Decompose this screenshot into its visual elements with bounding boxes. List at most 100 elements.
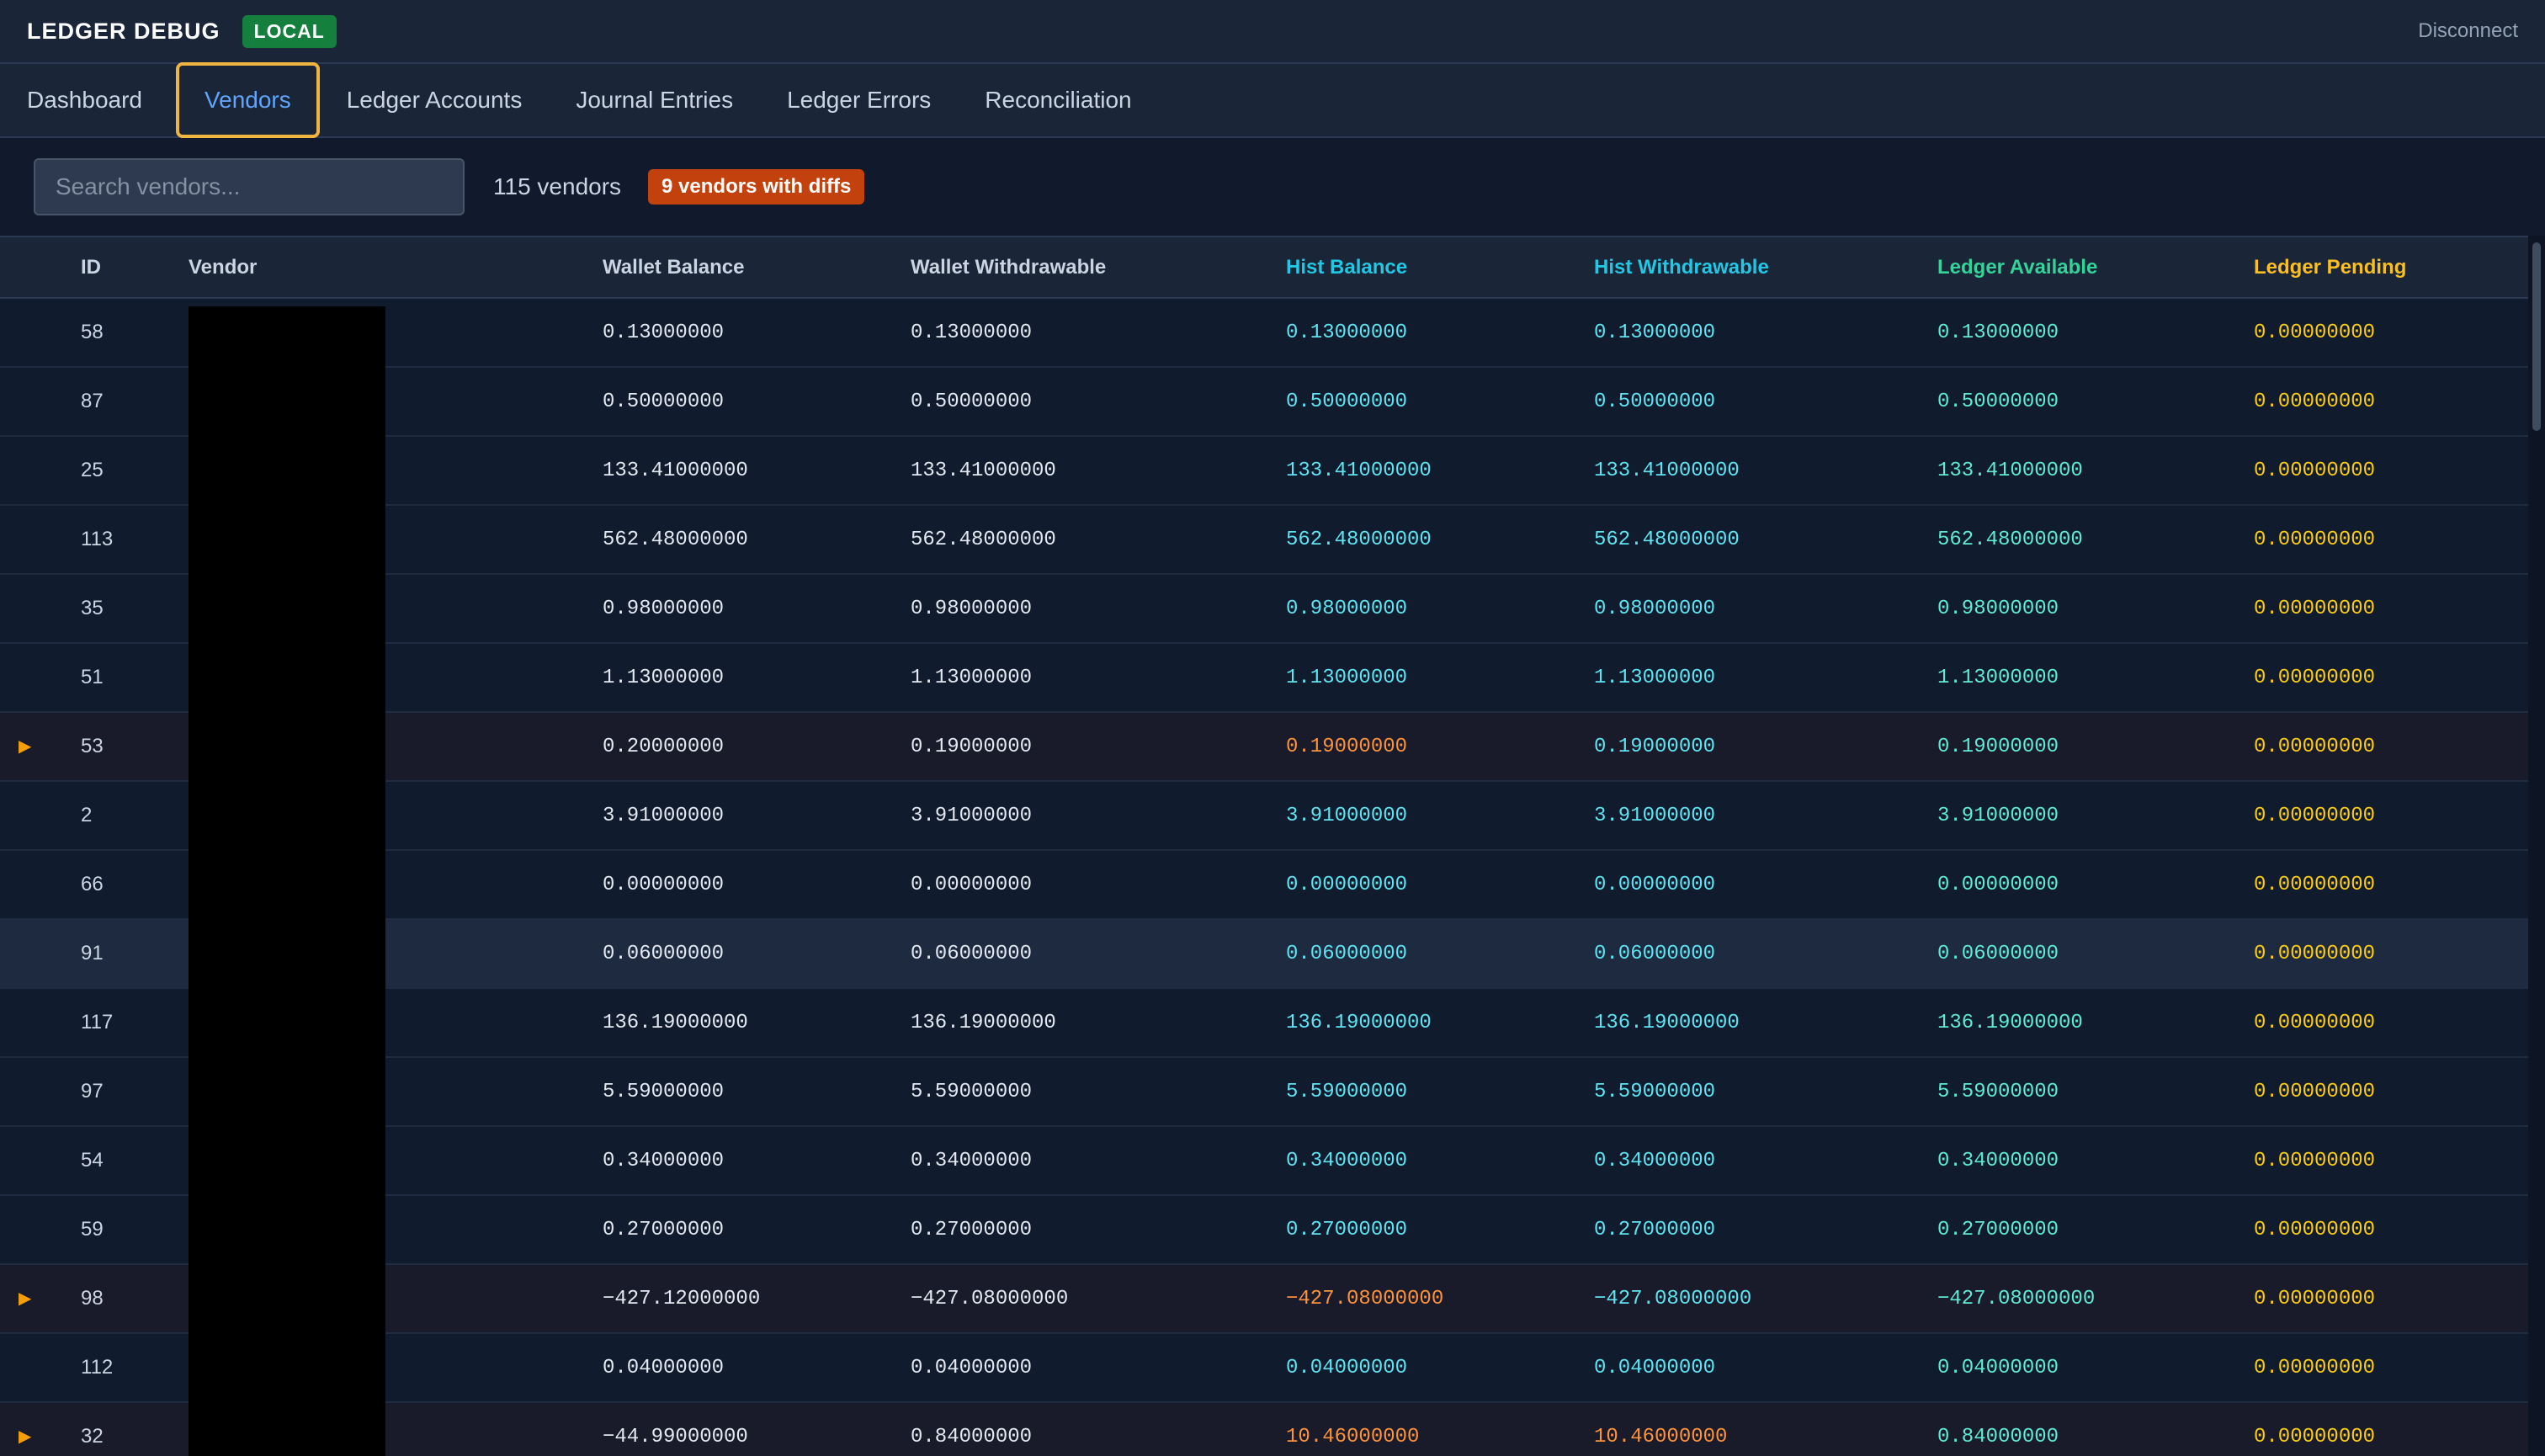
column-header-id[interactable]: ID	[81, 237, 189, 299]
table-row[interactable]: 58 0.13000000 0.13000000 0.13000000 0.130000…	[0, 298, 2528, 367]
hist-balance-cell: 136.19000000	[1286, 1011, 1432, 1034]
hist-withdrawable-cell: 136.19000000	[1594, 1011, 1740, 1034]
wallet-withdrawable-cell: 0.13000000	[911, 321, 1033, 344]
wallet-withdrawable-cell: 0.50000000	[911, 390, 1033, 413]
ledger-pending-cell: 0.00000000	[2254, 459, 2376, 482]
diff-badge[interactable]: 9 vendors with diffs	[648, 169, 865, 205]
ledger-pending-cell: 0.00000000	[2254, 873, 2376, 896]
tab-vendors[interactable]: Vendors	[175, 62, 320, 138]
hist-balance-cell: 5.59000000	[1286, 1080, 1408, 1103]
column-header-expand	[0, 237, 81, 299]
column-header-hist-balance[interactable]: Hist Balance	[1286, 237, 1594, 299]
hist-withdrawable-cell: 0.19000000	[1594, 735, 1716, 758]
expand-arrow-icon[interactable]: ▶	[19, 1287, 32, 1308]
row-expand-cell[interactable]: ▶	[0, 1402, 81, 1456]
hist-balance-cell: 0.04000000	[1286, 1356, 1408, 1379]
ledger-available-cell: 0.00000000	[1937, 873, 2059, 896]
app-title: LEDGER DEBUG	[27, 18, 220, 44]
expand-arrow-icon[interactable]: ▶	[19, 735, 32, 756]
wallet-withdrawable-cell: 0.34000000	[911, 1149, 1033, 1172]
hist-withdrawable-cell: 0.34000000	[1594, 1149, 1716, 1172]
vendor-id-cell: 91	[81, 942, 104, 964]
table-row[interactable]: 25 133.41000000 133.41000000 133.41000000 13…	[0, 436, 2528, 505]
disconnect-button[interactable]: Disconnect	[2418, 19, 2518, 42]
column-header-ledger-available[interactable]: Ledger Available	[1937, 237, 2254, 299]
redacted-vendor-names	[189, 306, 385, 1456]
hist-withdrawable-cell: −427.08000000	[1594, 1287, 1752, 1310]
wallet-withdrawable-cell: 0.04000000	[911, 1356, 1033, 1379]
ledger-pending-cell: 0.00000000	[2254, 735, 2376, 758]
table-row[interactable]: 59 0.27000000 0.27000000 0.27000000 0.270000…	[0, 1195, 2528, 1264]
ledger-available-cell: 0.34000000	[1937, 1149, 2059, 1172]
wallet-withdrawable-cell: 0.06000000	[911, 942, 1033, 965]
ledger-pending-cell: 0.00000000	[2254, 804, 2376, 827]
tab-journal-entries[interactable]: Journal Entries	[576, 87, 734, 113]
row-expand-cell	[0, 1195, 81, 1264]
column-header-hist-withdrawable[interactable]: Hist Withdrawable	[1594, 237, 1937, 299]
search-input[interactable]	[34, 158, 465, 215]
vendor-id-cell: 2	[81, 804, 93, 826]
tab-ledger-accounts[interactable]: Ledger Accounts	[346, 87, 523, 113]
ledger-pending-cell: 0.00000000	[2254, 1011, 2376, 1034]
hist-balance-cell: 0.06000000	[1286, 942, 1408, 965]
wallet-balance-cell: 0.34000000	[603, 1149, 725, 1172]
row-expand-cell	[0, 988, 81, 1057]
ledger-pending-cell: 0.00000000	[2254, 666, 2376, 689]
hist-withdrawable-cell: 133.41000000	[1594, 459, 1740, 482]
table-row[interactable]: 51 1.13000000 1.13000000 1.13000000 1.130000…	[0, 643, 2528, 712]
wallet-withdrawable-cell: 0.19000000	[911, 735, 1033, 758]
wallet-balance-cell: 5.59000000	[603, 1080, 725, 1103]
column-header-wallet-balance[interactable]: Wallet Balance	[603, 237, 911, 299]
hist-withdrawable-cell: 1.13000000	[1594, 666, 1716, 689]
expand-arrow-icon[interactable]: ▶	[19, 1425, 32, 1446]
table-row[interactable]: 91 0.06000000 0.06000000 0.06000000 0.060000…	[0, 919, 2528, 988]
table-row[interactable]: 117 136.19000000 136.19000000 136.19000000 1…	[0, 988, 2528, 1057]
table-row[interactable]: 66 0.00000000 0.00000000 0.00000000 0.000000…	[0, 850, 2528, 919]
table-row[interactable]: 2 3.91000000 3.91000000 3.91000000 3.9100000…	[0, 781, 2528, 850]
table-row[interactable]: 54 0.34000000 0.34000000 0.34000000 0.340000…	[0, 1126, 2528, 1195]
wallet-balance-cell: 136.19000000	[603, 1011, 748, 1034]
table-row[interactable]: ▶ 32 −44.99000000 0.84000000 10.46000000 10.4…	[0, 1402, 2528, 1456]
table-row[interactable]: 113 562.48000000 562.48000000 562.48000000 5…	[0, 505, 2528, 574]
vendor-id-cell: 98	[81, 1287, 104, 1310]
wallet-withdrawable-cell: 562.48000000	[911, 528, 1056, 551]
ledger-available-cell: 0.06000000	[1937, 942, 2059, 965]
ledger-pending-cell: 0.00000000	[2254, 1218, 2376, 1241]
table-row[interactable]: 97 5.59000000 5.59000000 5.59000000 5.590000…	[0, 1057, 2528, 1126]
table-row[interactable]: ▶ 53 0.20000000 0.19000000 0.19000000 0.19000…	[0, 712, 2528, 781]
ledger-available-cell: 136.19000000	[1937, 1011, 2083, 1034]
table-row[interactable]: ▶ 98 −427.12000000 −427.08000000 −427.080000…	[0, 1264, 2528, 1333]
hist-withdrawable-cell: 0.50000000	[1594, 390, 1716, 413]
ledger-pending-cell: 0.00000000	[2254, 942, 2376, 965]
table-header-row: ID Vendor Wallet Balance Wallet Withdraw…	[0, 237, 2528, 299]
wallet-balance-cell: 0.27000000	[603, 1218, 725, 1241]
hist-withdrawable-cell: 0.04000000	[1594, 1356, 1716, 1379]
vendor-id-cell: 35	[81, 597, 104, 619]
wallet-withdrawable-cell: 1.13000000	[911, 666, 1033, 689]
tab-reconciliation[interactable]: Reconciliation	[985, 87, 1132, 113]
column-header-vendor[interactable]: Vendor	[189, 237, 603, 299]
table-scrollbar[interactable]	[2528, 236, 2545, 1456]
tab-ledger-errors[interactable]: Ledger Errors	[787, 87, 932, 113]
vendor-id-cell: 53	[81, 735, 104, 757]
vendor-count: 115 vendors	[493, 173, 622, 199]
wallet-withdrawable-cell: 0.27000000	[911, 1218, 1033, 1241]
hist-withdrawable-cell: 0.98000000	[1594, 597, 1716, 620]
vendor-id-cell: 87	[81, 390, 104, 412]
row-expand-cell[interactable]: ▶	[0, 1264, 81, 1333]
scrollbar-thumb[interactable]	[2532, 242, 2541, 431]
ledger-available-cell: 0.50000000	[1937, 390, 2059, 413]
wallet-balance-cell: 1.13000000	[603, 666, 725, 689]
column-header-wallet-withdrawable[interactable]: Wallet Withdrawable	[911, 237, 1286, 299]
ledger-available-cell: 0.98000000	[1937, 597, 2059, 620]
table-row[interactable]: 112 0.04000000 0.04000000 0.04000000 0.04000…	[0, 1333, 2528, 1402]
table-row[interactable]: 35 0.98000000 0.98000000 0.98000000 0.980000…	[0, 574, 2528, 643]
row-expand-cell[interactable]: ▶	[0, 712, 81, 781]
column-header-ledger-pending[interactable]: Ledger Pending	[2254, 237, 2528, 299]
wallet-withdrawable-cell: 0.84000000	[911, 1425, 1033, 1448]
ledger-available-cell: 562.48000000	[1937, 528, 2083, 551]
ledger-pending-cell: 0.00000000	[2254, 321, 2376, 344]
tab-dashboard[interactable]: Dashboard	[27, 87, 142, 113]
table-row[interactable]: 87 0.50000000 0.50000000 0.50000000 0.500000…	[0, 367, 2528, 436]
hist-withdrawable-cell: 0.13000000	[1594, 321, 1716, 344]
